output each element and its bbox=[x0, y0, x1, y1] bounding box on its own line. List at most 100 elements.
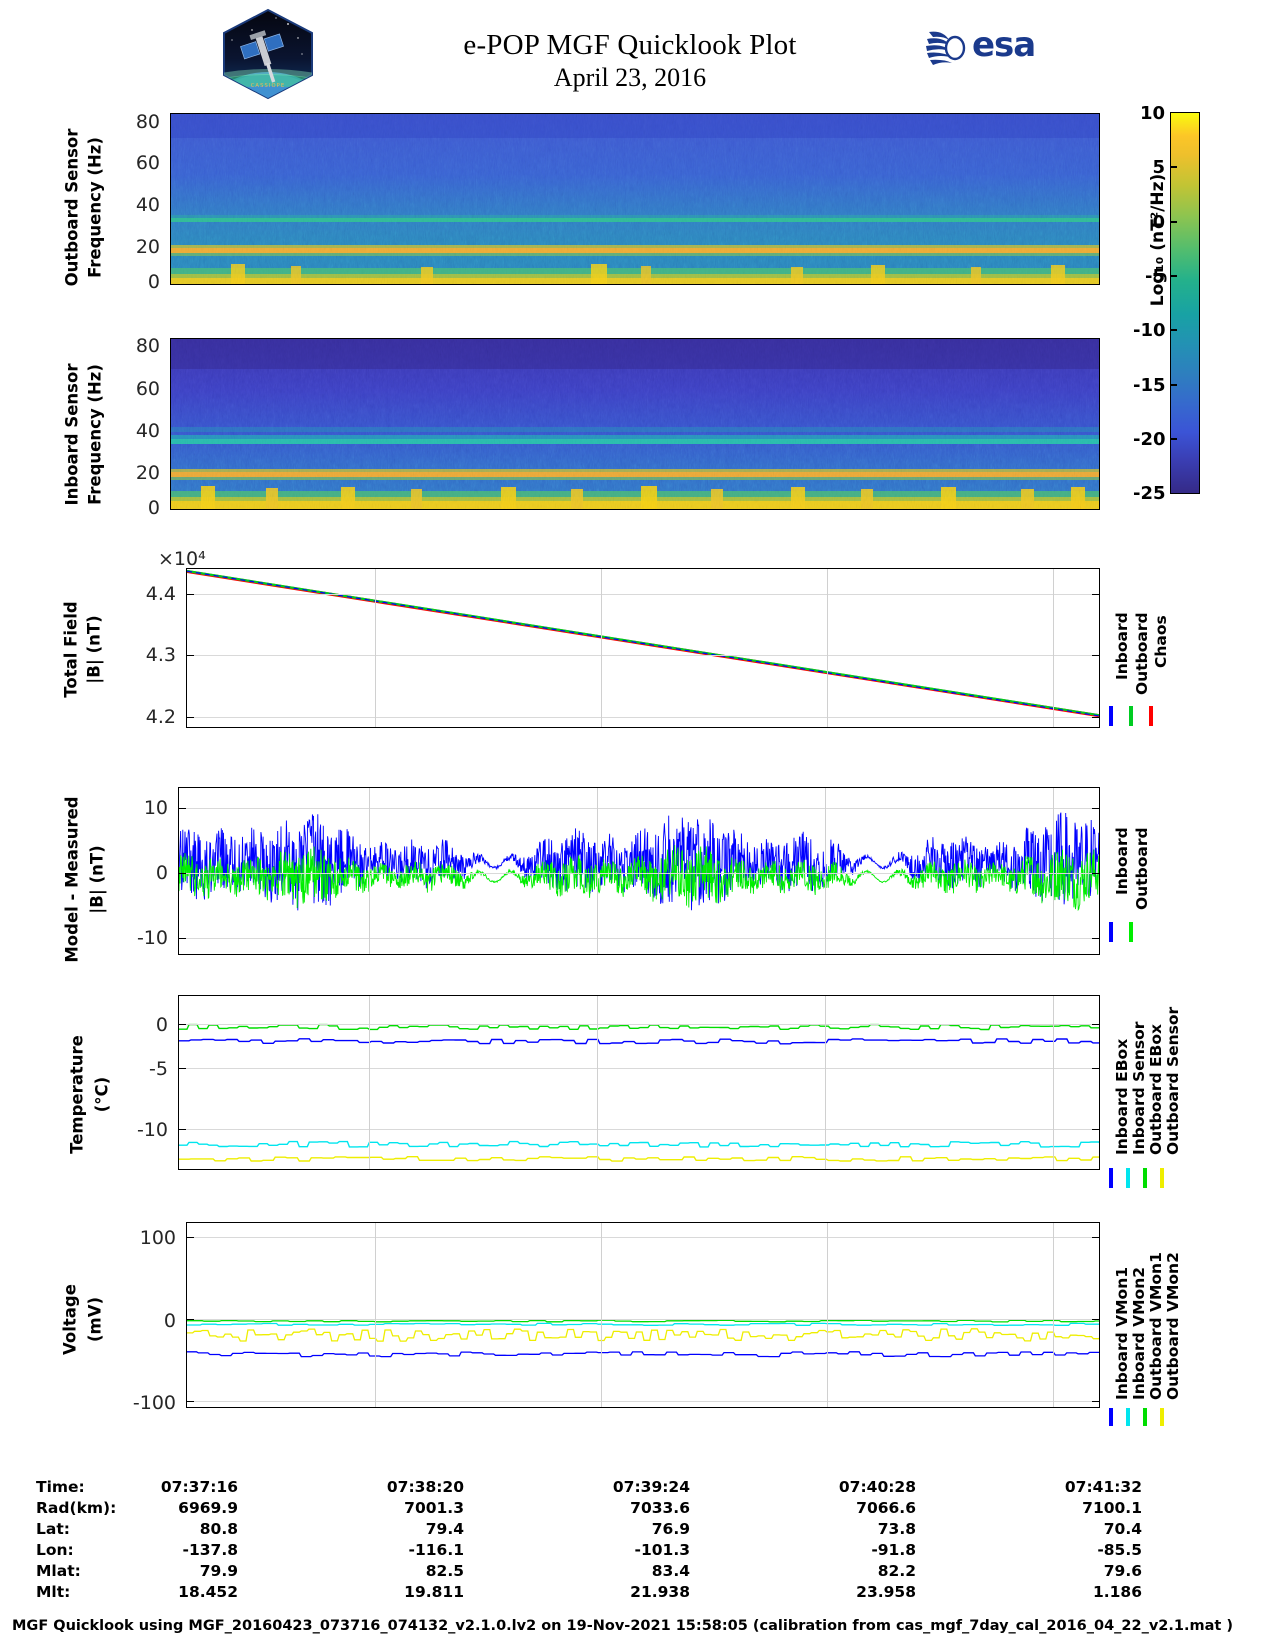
colorbar-axis-label: Log₁₀ (nT²/Hz) bbox=[1148, 173, 1168, 307]
voltage-legend-swatch-outboard-vmon2 bbox=[1160, 1408, 1164, 1426]
model-measured-ylabel-2: |B| (nT) bbox=[87, 845, 107, 914]
table-row-rad: Rad(km): 6969.9 7001.3 7033.6 7066.6 710… bbox=[0, 1499, 1200, 1520]
ephemeris-table: Time: 07:37:16 07:38:20 07:39:24 07:40:2… bbox=[0, 1478, 1200, 1604]
total-field-legend-swatch-chaos bbox=[1149, 706, 1153, 726]
voltage-ytick-0: 0 bbox=[163, 1310, 176, 1332]
outboard-spectrogram-ylabel-2: Frequency (Hz) bbox=[85, 137, 105, 278]
inboard-ytick-0: 0 bbox=[147, 497, 160, 519]
lon-cell-0: -137.8 bbox=[182, 1541, 238, 1559]
voltage-ytick-100: 100 bbox=[139, 1227, 176, 1249]
total-field-ytick-43: 4.3 bbox=[145, 644, 176, 666]
title-line-1: e-POP MGF Quicklook Plot bbox=[463, 29, 797, 61]
lat-cell-2: 76.9 bbox=[651, 1520, 690, 1538]
mlat-cell-0: 79.9 bbox=[199, 1562, 238, 1580]
page-header: CASSIOPE e-POP MGF Quicklook Plot April … bbox=[0, 0, 1275, 105]
temperature-legend-swatch-inboard-ebox bbox=[1109, 1168, 1113, 1188]
voltage-legend-swatch-inboard-vmon2 bbox=[1126, 1408, 1130, 1426]
inboard-spectrogram-ylabel-2: Frequency (Hz) bbox=[85, 364, 105, 505]
model-measured-ytick-10: 10 bbox=[143, 797, 168, 819]
total-field-legend-label-0: Inboard bbox=[1113, 612, 1131, 680]
total-field-legend-swatch-inboard bbox=[1109, 706, 1113, 726]
mlt-cell-1: 19.811 bbox=[404, 1583, 464, 1601]
temperature-legend-label-2: Outboard EBox bbox=[1147, 1023, 1165, 1155]
row-label-rad: Rad(km): bbox=[36, 1499, 117, 1517]
colorbar-tick-m20: -20 bbox=[1133, 429, 1166, 450]
total-field-ylabel-2: |B| (nT) bbox=[84, 615, 104, 684]
table-row-lat: Lat: 80.8 79.4 76.9 73.8 70.4 bbox=[0, 1520, 1200, 1541]
outboard-ytick-20: 20 bbox=[135, 236, 160, 258]
lon-cell-4: -85.5 bbox=[1097, 1541, 1142, 1559]
mlt-cell-3: 23.958 bbox=[856, 1583, 916, 1601]
total-field-ylabel-1: Total Field bbox=[61, 601, 81, 698]
total-field-plot[interactable] bbox=[186, 568, 1100, 728]
total-field-legend-label-2: Chaos bbox=[1152, 615, 1170, 668]
outboard-ytick-0: 0 bbox=[147, 271, 160, 293]
model-measured-plot[interactable] bbox=[178, 787, 1100, 955]
rad-cell-4: 7100.1 bbox=[1082, 1499, 1142, 1517]
lon-cell-1: -116.1 bbox=[408, 1541, 464, 1559]
inboard-spectrogram-ylabel-1: Inboard Sensor bbox=[62, 363, 82, 506]
time-cell-1: 07:38:20 bbox=[386, 1478, 464, 1496]
voltage-plot[interactable] bbox=[186, 1222, 1100, 1408]
time-cell-4: 07:41:32 bbox=[1064, 1478, 1142, 1496]
colorbar-tick-m5: -5 bbox=[1145, 266, 1165, 287]
temperature-legend-label-0: Inboard EBox bbox=[1113, 1038, 1131, 1155]
model-measured-legend-swatch-inboard bbox=[1109, 922, 1113, 942]
model-measured-ytick-0: 0 bbox=[155, 862, 168, 884]
inboard-ytick-80: 80 bbox=[135, 335, 160, 357]
row-label-mlt: Mlt: bbox=[36, 1583, 71, 1601]
table-row-mlat: Mlat: 79.9 82.5 83.4 82.2 79.6 bbox=[0, 1562, 1200, 1583]
temperature-legend-swatch-outboard-ebox bbox=[1143, 1168, 1147, 1188]
temperature-ytick-m10: -10 bbox=[136, 1119, 168, 1141]
esa-wordmark: esa bbox=[972, 25, 1036, 65]
row-label-time: Time: bbox=[36, 1478, 85, 1496]
outboard-ytick-40: 40 bbox=[135, 194, 160, 216]
total-field-exponent: ×10⁴ bbox=[158, 548, 206, 570]
total-field-ytick-44: 4.4 bbox=[145, 583, 176, 605]
outboard-ytick-80: 80 bbox=[135, 111, 160, 133]
total-field-ytick-42: 4.2 bbox=[145, 706, 176, 728]
mlat-cell-3: 82.2 bbox=[877, 1562, 916, 1580]
mlt-cell-2: 21.938 bbox=[630, 1583, 690, 1601]
page-title: e-POP MGF Quicklook Plot April 23, 2016 bbox=[330, 28, 930, 94]
table-row-mlt: Mlt: 18.452 19.811 21.938 23.958 1.186 bbox=[0, 1583, 1200, 1604]
time-cell-3: 07:40:28 bbox=[838, 1478, 916, 1496]
cassiope-epop-mission-patch-icon: CASSIOPE bbox=[223, 8, 313, 100]
rad-cell-2: 7033.6 bbox=[630, 1499, 690, 1517]
temperature-ylabel-1: Temperature bbox=[67, 1035, 87, 1154]
temperature-plot[interactable] bbox=[178, 995, 1100, 1170]
esa-globe-icon bbox=[926, 31, 966, 65]
inboard-ytick-60: 60 bbox=[135, 378, 160, 400]
voltage-legend-swatch-inboard-vmon1 bbox=[1109, 1408, 1113, 1426]
temperature-legend-label-1: Inboard Sensor bbox=[1130, 1021, 1148, 1155]
temperature-legend-swatch-outboard-sensor bbox=[1160, 1168, 1164, 1188]
lat-cell-4: 70.4 bbox=[1103, 1520, 1142, 1538]
table-row-lon: Lon: -137.8 -116.1 -101.3 -91.8 -85.5 bbox=[0, 1541, 1200, 1562]
time-cell-2: 07:39:24 bbox=[612, 1478, 690, 1496]
model-measured-legend-label-0: Inboard bbox=[1113, 827, 1131, 895]
lat-cell-0: 80.8 bbox=[199, 1520, 238, 1538]
outboard-ytick-60: 60 bbox=[135, 152, 160, 174]
mlt-cell-4: 1.186 bbox=[1092, 1583, 1142, 1601]
model-measured-ytick-m10: -10 bbox=[136, 927, 168, 949]
rad-cell-0: 6969.9 bbox=[178, 1499, 238, 1517]
voltage-legend-label-1: Inboard VMon2 bbox=[1130, 1266, 1148, 1400]
table-row-time: Time: 07:37:16 07:38:20 07:39:24 07:40:2… bbox=[0, 1478, 1200, 1499]
outboard-spectrogram-plot[interactable] bbox=[170, 113, 1100, 285]
outboard-spectrogram-ylabel-1: Outboard Sensor bbox=[62, 128, 82, 287]
mlat-cell-2: 83.4 bbox=[651, 1562, 690, 1580]
inboard-spectrogram-plot[interactable] bbox=[170, 338, 1100, 510]
lat-cell-1: 79.4 bbox=[425, 1520, 464, 1538]
mlat-cell-1: 82.5 bbox=[425, 1562, 464, 1580]
row-label-lat: Lat: bbox=[36, 1520, 70, 1538]
colorbar-tick-0: 0 bbox=[1152, 212, 1165, 233]
rad-cell-1: 7001.3 bbox=[404, 1499, 464, 1517]
colorbar bbox=[1170, 112, 1200, 494]
time-cell-0: 07:37:16 bbox=[160, 1478, 238, 1496]
colorbar-tick-5: 5 bbox=[1152, 157, 1165, 178]
voltage-legend-swatch-outboard-vmon1 bbox=[1143, 1408, 1147, 1426]
colorbar-tick-m10: -10 bbox=[1133, 320, 1166, 341]
total-field-legend-swatch-outboard bbox=[1129, 706, 1133, 726]
colorbar-tick-m25: -25 bbox=[1133, 483, 1166, 504]
voltage-ylabel-1: Voltage bbox=[60, 1284, 80, 1355]
